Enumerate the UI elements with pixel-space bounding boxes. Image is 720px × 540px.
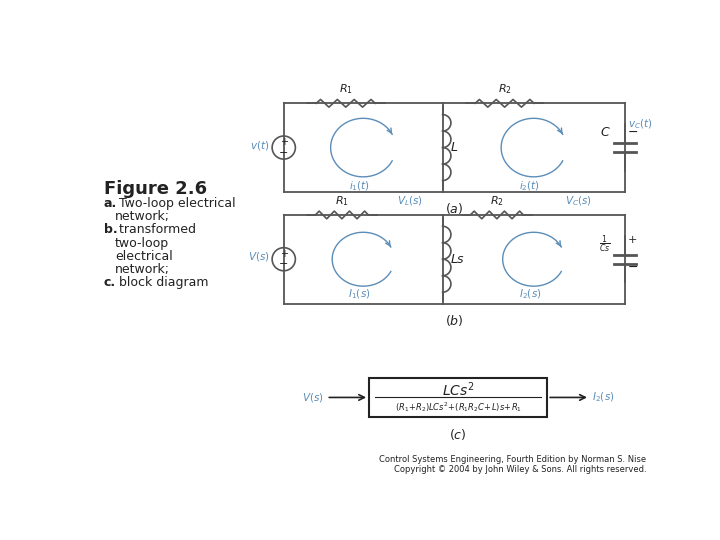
Text: $R_1$: $R_1$ — [339, 83, 353, 96]
Text: $L$: $L$ — [451, 141, 459, 154]
Text: $Ls$: $Ls$ — [451, 253, 466, 266]
Text: $V(s)$: $V(s)$ — [302, 391, 324, 404]
Text: $R_2$: $R_2$ — [490, 194, 504, 208]
Text: electrical: electrical — [114, 249, 173, 262]
Text: block diagram: block diagram — [114, 276, 208, 289]
Text: $I_1(s)$: $I_1(s)$ — [348, 287, 371, 301]
Text: $i_2(t)$: $i_2(t)$ — [519, 179, 540, 193]
Text: $V(s)$: $V(s)$ — [248, 251, 270, 264]
Text: two-loop: two-loop — [114, 237, 169, 249]
Text: +: + — [280, 249, 288, 259]
Text: $R_1$: $R_1$ — [335, 194, 349, 208]
Text: c.: c. — [104, 276, 116, 289]
Text: $\frac{1}{Cs}$: $\frac{1}{Cs}$ — [599, 233, 611, 254]
Text: a.: a. — [104, 197, 117, 210]
Text: $v(t)$: $v(t)$ — [251, 139, 270, 152]
Text: $R_2$: $R_2$ — [498, 83, 512, 96]
Text: $v_C(t)$: $v_C(t)$ — [628, 118, 652, 131]
Text: Control Systems Engineering, Fourth Edition by Norman S. Nise
Copyright © 2004 b: Control Systems Engineering, Fourth Edit… — [379, 455, 647, 475]
Text: $V_L(s)$: $V_L(s)$ — [397, 194, 423, 208]
Text: $(a)$: $(a)$ — [445, 201, 464, 216]
Text: $I_2(s)$: $I_2(s)$ — [593, 390, 615, 404]
Text: Two-loop electrical: Two-loop electrical — [114, 197, 235, 210]
Bar — [369, 378, 547, 417]
Text: −: − — [628, 126, 639, 139]
Text: network;: network; — [114, 262, 170, 276]
Text: $i_1(t)$: $i_1(t)$ — [348, 179, 370, 193]
Text: +: + — [280, 137, 288, 147]
Text: −: − — [279, 148, 289, 158]
Text: −: − — [279, 259, 289, 269]
Text: $LCs^2$: $LCs^2$ — [442, 381, 474, 399]
Text: transformed: transformed — [114, 224, 196, 237]
Text: +: + — [628, 235, 637, 245]
Text: $(b)$: $(b)$ — [445, 313, 464, 328]
Text: $V_C(s)$: $V_C(s)$ — [564, 194, 592, 208]
Text: $C$: $C$ — [600, 126, 611, 139]
Text: −: − — [628, 260, 639, 273]
Text: $(R_1\!+\!R_2)LCs^2\!+\!(R_1R_2C\!+\!L)s\!+\!R_1$: $(R_1\!+\!R_2)LCs^2\!+\!(R_1R_2C\!+\!L)s… — [395, 401, 521, 414]
Text: $I_2(s)$: $I_2(s)$ — [518, 287, 541, 301]
Text: $(c)$: $(c)$ — [449, 428, 467, 442]
Text: Figure 2.6: Figure 2.6 — [104, 180, 207, 198]
Text: b.: b. — [104, 224, 117, 237]
Text: network;: network; — [114, 211, 170, 224]
